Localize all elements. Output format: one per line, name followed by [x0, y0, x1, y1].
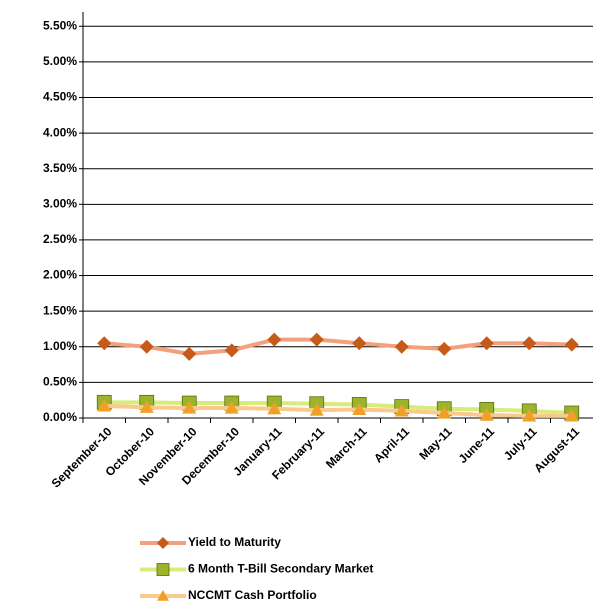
marker [352, 336, 367, 351]
x-tick-label: August-11 [531, 424, 582, 475]
marker [394, 403, 409, 417]
marker [309, 332, 324, 347]
x-tick-label: June-11 [456, 424, 498, 466]
x-tick-label: September-10 [49, 424, 115, 490]
y-tick-label: 0.50% [43, 375, 77, 389]
x-tick-label: July-11 [501, 424, 540, 463]
x-tick-label: April-11 [371, 424, 412, 465]
marker [182, 346, 197, 361]
marker [224, 343, 239, 358]
marker [352, 402, 367, 416]
marker [267, 401, 282, 415]
y-tick-label: 0.00% [43, 410, 77, 424]
marker [479, 408, 494, 421]
y-tick-label: 2.00% [43, 268, 77, 282]
marker [522, 336, 537, 351]
marker [267, 332, 282, 347]
x-tick-label: March-11 [323, 424, 370, 471]
x-tick-label: May-11 [416, 424, 454, 462]
legend-label: NCCMT Cash Portfolio [188, 588, 317, 602]
marker [564, 337, 579, 352]
y-tick-label: 5.50% [43, 18, 77, 32]
y-tick-label: 1.50% [43, 303, 77, 317]
marker [309, 403, 324, 416]
series-line [104, 337, 572, 356]
legend-label: 6 Month T-Bill Secondary Market [188, 562, 373, 576]
y-tick-label: 1.00% [43, 339, 77, 353]
marker [224, 401, 239, 414]
y-tick-label: 2.50% [43, 232, 77, 246]
y-tick-label: 3.50% [43, 161, 77, 175]
series-line [104, 403, 572, 418]
y-tick-label: 3.00% [43, 196, 77, 210]
marker [522, 408, 537, 422]
marker [97, 336, 112, 351]
marker [139, 339, 154, 354]
y-tick-label: 4.50% [43, 90, 77, 104]
marker [182, 401, 197, 414]
legend-label: Yield to Maturity [188, 535, 281, 549]
marker [97, 398, 112, 412]
marker [479, 336, 494, 351]
marker [437, 341, 452, 356]
marker [437, 406, 452, 419]
y-tick-label: 4.00% [43, 125, 77, 139]
marker [157, 590, 169, 601]
marker [157, 537, 169, 549]
marker [156, 563, 170, 576]
marker [394, 339, 409, 354]
marker [139, 400, 154, 413]
marker [564, 408, 579, 422]
y-tick-label: 5.00% [43, 54, 77, 68]
